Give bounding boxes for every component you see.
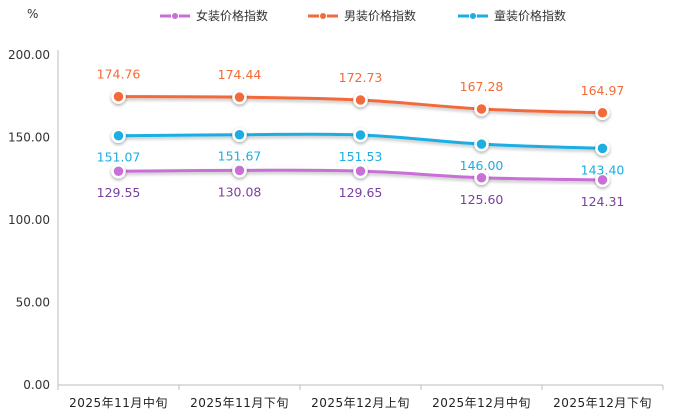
- y-tick-label: 200.00: [8, 48, 50, 62]
- data-point: [474, 136, 489, 152]
- data-label: 143.40: [581, 162, 625, 177]
- x-tick-label: 2025年11月下旬: [190, 396, 289, 410]
- series-1: 174.76 174.44 172.73 167.28 164.97: [97, 67, 625, 121]
- y-axis-unit: %: [27, 7, 38, 21]
- data-point: [595, 172, 610, 188]
- legend-label: 男装价格指数: [344, 8, 416, 23]
- data-point: [111, 163, 126, 179]
- series-0: 129.55 130.08 129.65 125.60 124.31: [97, 163, 625, 209]
- data-point: [111, 89, 126, 104]
- y-tick-label: 150.00: [8, 131, 50, 145]
- x-tick-label: 2025年11月中旬: [69, 395, 168, 410]
- data-point: [353, 92, 368, 108]
- data-point: [595, 105, 610, 121]
- data-point: [353, 163, 368, 179]
- data-label: 129.55: [97, 185, 141, 200]
- legend-item-2: 童装价格指数: [458, 8, 566, 23]
- y-tick-label: 0.00: [23, 378, 50, 392]
- data-label: 172.73: [339, 70, 383, 85]
- data-label: 164.97: [581, 83, 625, 98]
- data-point: [232, 127, 247, 142]
- data-label: 151.67: [218, 149, 262, 164]
- data-point: [353, 127, 368, 143]
- data-label: 129.65: [339, 185, 383, 200]
- data-label: 167.28: [460, 79, 504, 94]
- x-tick-label: 2025年12月下旬: [553, 396, 652, 410]
- x-tick-label: 2025年12月上旬: [311, 396, 410, 410]
- legend-marker: [319, 12, 327, 20]
- data-label: 125.60: [460, 192, 504, 207]
- data-point: [232, 163, 247, 178]
- data-label: 130.08: [218, 184, 262, 199]
- data-label: 174.44: [218, 67, 262, 82]
- data-point: [595, 141, 610, 156]
- legend-marker: [469, 12, 477, 20]
- data-point: [232, 89, 247, 105]
- x-axis: 2025年11月中旬 2025年11月下旬 2025年12月上旬 2025年12月中旬…: [57, 384, 664, 410]
- data-label: 124.31: [581, 194, 625, 209]
- y-tick-label: 100.00: [8, 213, 50, 227]
- data-label: 151.53: [339, 149, 383, 164]
- x-tick-label: 2025年12月中旬: [432, 395, 531, 410]
- data-label: 174.76: [97, 67, 141, 82]
- legend-label: 女装价格指数: [196, 8, 268, 23]
- legend: 女装价格指数 男装价格指数 童装价格指数: [160, 8, 566, 23]
- legend-marker: [171, 12, 179, 20]
- data-point: [474, 170, 489, 186]
- data-label: 146.00: [460, 158, 504, 173]
- data-point: [111, 128, 126, 143]
- data-point: [474, 101, 489, 117]
- y-tick-label: 50.00: [16, 296, 50, 310]
- legend-item-1: 男装价格指数: [308, 8, 416, 23]
- legend-label: 童装价格指数: [494, 8, 566, 23]
- legend-item-0: 女装价格指数: [160, 8, 268, 23]
- data-label: 151.07: [97, 150, 141, 165]
- y-axis: 0.00 50.00 100.00 150.00 200.00: [8, 48, 59, 392]
- series-2: 151.07 151.67 151.53 146.00 143.40: [97, 127, 625, 177]
